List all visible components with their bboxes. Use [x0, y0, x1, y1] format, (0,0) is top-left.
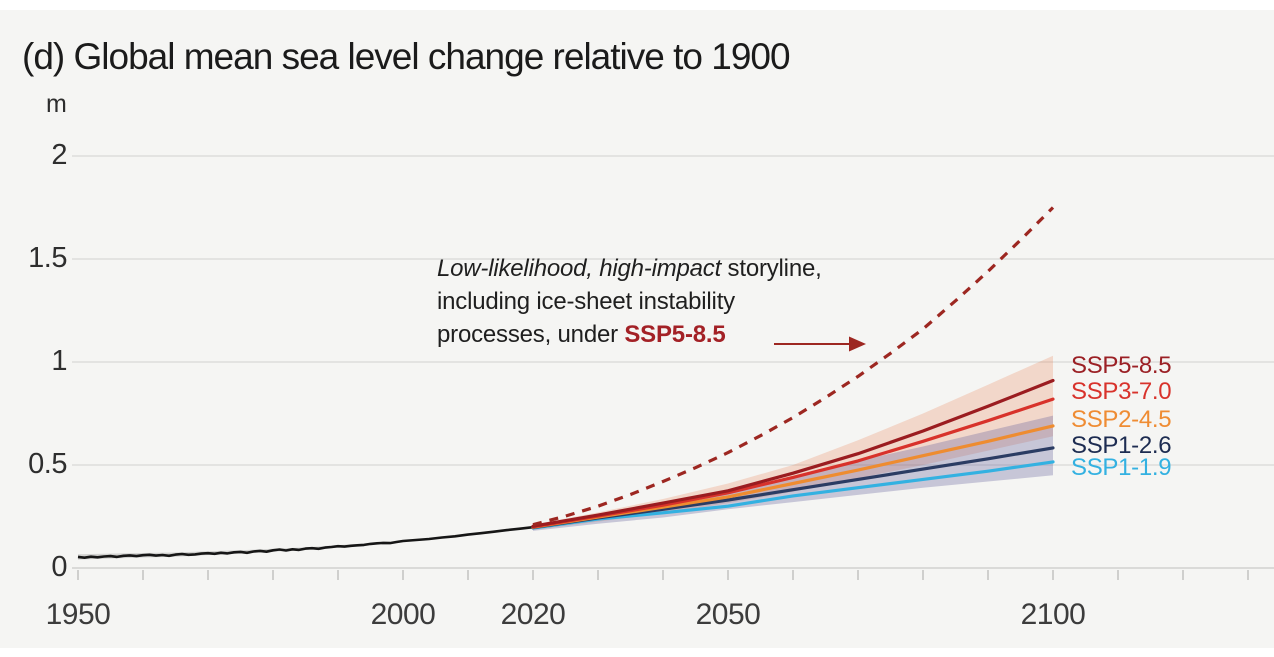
legend-label-SSP3-7.0: SSP3-7.0: [1071, 378, 1172, 405]
legend-label-SSP1-1.9: SSP1-1.9: [1071, 454, 1172, 481]
uncertainty-band-0: [533, 355, 1053, 530]
storyline-dashed-line: [532, 206, 1055, 527]
series-line-SSP5-8.5: [531, 378, 1055, 528]
chart-title: (d) Global mean sea level change relativ…: [22, 36, 791, 77]
series-line-SSP1-1.9: [531, 460, 1055, 530]
annotation-arrow-head-icon: [849, 336, 866, 352]
historical-line: [77, 525, 534, 560]
legend-label-SSP5-8.5: SSP5-8.5: [1071, 352, 1172, 379]
y-axis-label-1.5: 1.5: [28, 242, 67, 274]
annotation-line-1: Low-likelihood, high-impact storyline,: [437, 255, 822, 282]
y-axis-label-2: 2: [51, 139, 67, 171]
x-axis-label-2100: 2100: [1020, 598, 1086, 631]
legend-label-SSP1-2.6: SSP1-2.6: [1071, 432, 1172, 459]
chart-panel-background: [0, 10, 1274, 648]
y-axis-label-1: 1: [51, 345, 67, 377]
annotation-line-2: including ice-sheet instability: [437, 288, 735, 315]
y-axis-unit: m: [46, 90, 67, 118]
annotation-line-3: processes, under SSP5-8.5: [437, 321, 726, 348]
legend-label-SSP2-4.5: SSP2-4.5: [1071, 406, 1172, 433]
x-axis-label-1950: 1950: [45, 598, 111, 631]
storyline-annotation: Low-likelihood, high-impact storyline, i…: [437, 252, 822, 351]
x-axis-label-2020: 2020: [500, 598, 566, 631]
x-axis-label-2050: 2050: [695, 598, 761, 631]
y-axis-label-0.5: 0.5: [28, 448, 67, 480]
y-axis-label-0: 0: [51, 551, 67, 583]
x-axis-label-2000: 2000: [370, 598, 436, 631]
